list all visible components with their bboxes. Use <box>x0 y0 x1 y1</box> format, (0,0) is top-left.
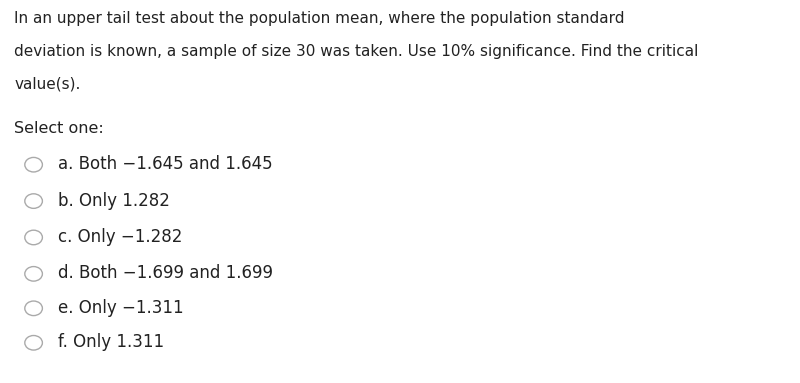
Text: b. Only 1.282: b. Only 1.282 <box>58 192 170 210</box>
Text: d. Both −1.699 and 1.699: d. Both −1.699 and 1.699 <box>58 264 273 282</box>
Text: f. Only 1.311: f. Only 1.311 <box>58 333 164 351</box>
Text: a. Both −1.645 and 1.645: a. Both −1.645 and 1.645 <box>58 155 272 173</box>
Text: In an upper tail test about the population mean, where the population standard: In an upper tail test about the populati… <box>14 11 625 26</box>
Text: e. Only −1.311: e. Only −1.311 <box>58 299 183 317</box>
Text: value(s).: value(s). <box>14 77 81 92</box>
Text: c. Only −1.282: c. Only −1.282 <box>58 228 182 246</box>
Text: deviation is known, a sample of size 30 was taken. Use 10% significance. Find th: deviation is known, a sample of size 30 … <box>14 44 698 59</box>
Text: Select one:: Select one: <box>14 121 104 136</box>
